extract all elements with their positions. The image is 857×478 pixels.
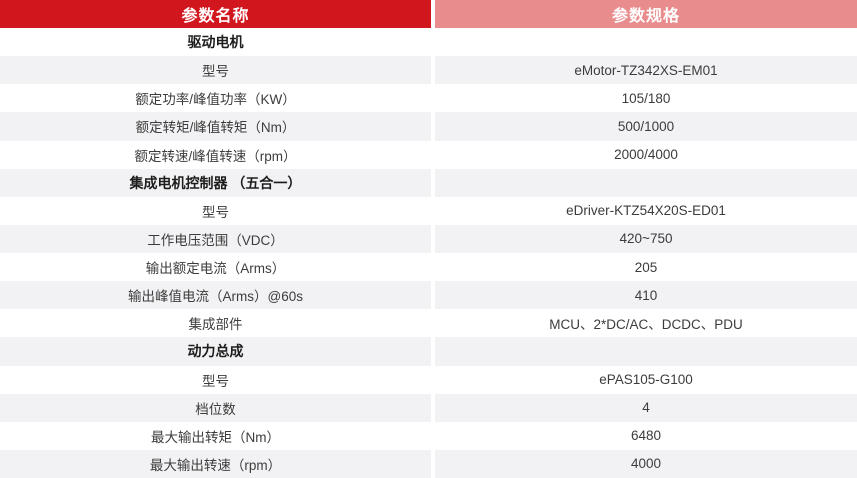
param-value-cell: ePAS105-G100 <box>435 365 857 394</box>
param-value-cell: 205 <box>435 253 857 282</box>
table-row: 最大输出转矩（Nm） 6480 <box>0 421 857 450</box>
param-name-cell: 集成部件 <box>0 309 431 338</box>
column-header-param-name: 参数名称 <box>0 0 431 28</box>
param-name-cell: 工作电压范围（VDC） <box>0 224 431 253</box>
table-row: 工作电压范围（VDC） 420~750 <box>0 224 857 253</box>
param-name-cell: 驱动电机 <box>0 28 431 57</box>
param-name-cell: 输出额定电流（Arms） <box>0 253 431 282</box>
table-row: 输出峰值电流（Arms）@60s 410 <box>0 281 857 310</box>
table-header-row: 参数名称 参数规格 <box>0 0 857 28</box>
param-value-cell <box>435 337 857 366</box>
param-name-cell: 集成电机控制器 （五合一） <box>0 168 431 197</box>
param-name-cell: 最大输出转速（rpm） <box>0 449 431 478</box>
param-value-cell <box>435 168 857 197</box>
param-name-cell: 最大输出转矩（Nm） <box>0 421 431 450</box>
table-row: 型号 ePAS105-G100 <box>0 365 857 394</box>
param-name-cell: 额定转矩/峰值转矩（Nm） <box>0 112 431 141</box>
table-row: 额定功率/峰值功率（KW） 105/180 <box>0 84 857 113</box>
param-name-cell: 额定转速/峰值转速（rpm） <box>0 140 431 169</box>
table-row: 额定转速/峰值转速（rpm） 2000/4000 <box>0 140 857 169</box>
param-value-cell <box>435 28 857 57</box>
param-name-cell: 档位数 <box>0 393 431 422</box>
param-value-cell: 6480 <box>435 421 857 450</box>
param-name-cell: 型号 <box>0 56 431 85</box>
param-value-cell: eDriver-KTZ54X20S-ED01 <box>435 196 857 225</box>
table-section-row: 集成电机控制器 （五合一） <box>0 168 857 197</box>
table-row: 最大输出转速（rpm） 4000 <box>0 449 857 478</box>
param-name-cell: 额定功率/峰值功率（KW） <box>0 84 431 113</box>
table-row: 型号 eDriver-KTZ54X20S-ED01 <box>0 196 857 225</box>
param-value-cell: MCU、2*DC/AC、DCDC、PDU <box>435 309 857 338</box>
param-value-cell: 410 <box>435 281 857 310</box>
param-name-cell: 型号 <box>0 196 431 225</box>
param-value-cell: 4000 <box>435 449 857 478</box>
param-value-cell: 420~750 <box>435 224 857 253</box>
column-header-param-spec: 参数规格 <box>435 0 857 28</box>
param-name-cell: 型号 <box>0 365 431 394</box>
table-section-row: 动力总成 <box>0 337 857 366</box>
param-value-cell: 4 <box>435 393 857 422</box>
table-row: 输出额定电流（Arms） 205 <box>0 253 857 282</box>
param-value-cell: 105/180 <box>435 84 857 113</box>
param-name-cell: 输出峰值电流（Arms）@60s <box>0 281 431 310</box>
table-row: 档位数 4 <box>0 393 857 422</box>
table-section-row: 驱动电机 <box>0 28 857 57</box>
param-value-cell: 2000/4000 <box>435 140 857 169</box>
param-name-cell: 动力总成 <box>0 337 431 366</box>
table-row: 集成部件 MCU、2*DC/AC、DCDC、PDU <box>0 309 857 338</box>
param-value-cell: 500/1000 <box>435 112 857 141</box>
table-row: 型号 eMotor-TZ342XS-EM01 <box>0 56 857 85</box>
param-value-cell: eMotor-TZ342XS-EM01 <box>435 56 857 85</box>
table-row: 额定转矩/峰值转矩（Nm） 500/1000 <box>0 112 857 141</box>
